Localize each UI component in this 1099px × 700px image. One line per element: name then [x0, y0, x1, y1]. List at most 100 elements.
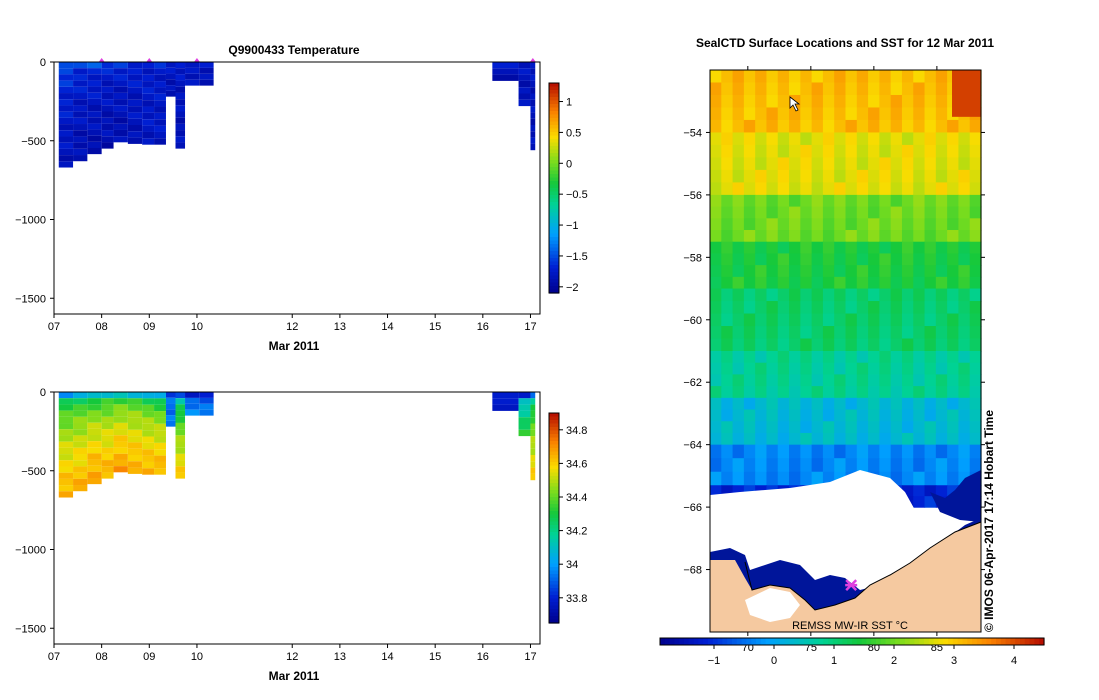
- section-cell: [530, 398, 536, 405]
- sst-cell: [879, 82, 892, 96]
- sst-cell: [755, 397, 768, 411]
- section-cell: [165, 62, 176, 68]
- sst-colorbar-segment: [828, 638, 834, 645]
- sst-cell: [811, 386, 824, 399]
- sst-cell: [732, 206, 745, 219]
- sst-cell: [856, 409, 869, 422]
- sst-cell: [845, 70, 858, 84]
- sst-cell: [868, 458, 880, 473]
- section-cell: [87, 404, 102, 411]
- sst-cell: [958, 276, 971, 290]
- sst-cell: [969, 444, 982, 459]
- sst-cell: [800, 471, 813, 486]
- section-cell: [87, 471, 102, 478]
- sst-cell: [969, 313, 982, 327]
- sst-cell: [777, 374, 790, 387]
- section-cell: [142, 125, 155, 132]
- sst-cell: [856, 338, 869, 352]
- sst-cell: [834, 444, 847, 459]
- sst-cell: [935, 230, 948, 243]
- section-cell: [185, 79, 200, 86]
- sst-cell: [879, 288, 892, 302]
- sst-cell: [879, 313, 892, 327]
- sst-cell: [901, 458, 914, 473]
- sst-cell: [901, 206, 914, 219]
- sst-cell: [789, 326, 801, 340]
- sst-cell: [913, 276, 926, 290]
- sst-cell: [868, 206, 880, 219]
- sst-cell: [958, 132, 971, 146]
- section-cell: [58, 74, 74, 81]
- sst-cell: [845, 362, 858, 376]
- colorbar-segment: [549, 462, 559, 467]
- sst-cell: [743, 374, 756, 387]
- sst-cell: [845, 206, 858, 219]
- section-cell: [175, 453, 186, 461]
- colorbar-segment: [549, 170, 559, 175]
- sst-cell: [935, 182, 948, 196]
- section-cell: [199, 62, 214, 68]
- sst-cell: [732, 444, 745, 459]
- sst-cell: [913, 496, 926, 508]
- profile-marker: [146, 58, 153, 62]
- section-cell: [142, 417, 155, 424]
- colorbar-tick-label: 34.8: [566, 425, 587, 437]
- sst-colorbar-segment: [856, 638, 863, 645]
- sst-cell: [845, 157, 858, 171]
- section-cell: [530, 455, 536, 462]
- sst-cell: [766, 70, 779, 84]
- section-cell: [175, 416, 186, 423]
- sst-cell: [935, 253, 948, 266]
- sst-cell: [935, 338, 948, 352]
- colorbar-tick-label: 0.5: [566, 127, 581, 139]
- sst-cell: [958, 182, 971, 196]
- sst-colorbar-segment: [823, 638, 829, 645]
- sst-colorbar-segment: [813, 638, 819, 645]
- sst-cell: [924, 182, 937, 196]
- section-cell: [73, 68, 88, 75]
- sst-cell: [822, 458, 835, 473]
- sst-colorbar: −1 0 1 2 3 4: [659, 637, 1045, 667]
- section-cell: [73, 460, 88, 467]
- section-cell: [142, 119, 155, 126]
- section-cell: [199, 73, 214, 80]
- sst-cell: [777, 421, 790, 434]
- sst-cell: [856, 206, 869, 219]
- sst-cell: [924, 94, 937, 109]
- section-cell: [199, 79, 214, 86]
- section-cell: [58, 105, 74, 112]
- sst-cell: [856, 288, 869, 302]
- sst-colorbar-segment: [1010, 638, 1016, 645]
- colorbar-segment: [549, 100, 559, 105]
- sst-cell: [856, 230, 869, 243]
- sst-colorbar-segment: [770, 638, 776, 645]
- colorbar-segment: [549, 619, 559, 624]
- sst-colorbar-segment: [732, 638, 738, 645]
- sst-cell: [811, 351, 824, 364]
- sst-cell: [766, 409, 779, 422]
- section-cell: [127, 436, 143, 443]
- section-cell: [113, 92, 128, 100]
- colorbar-segment: [549, 125, 559, 130]
- lat-tick-label: −58: [683, 252, 702, 264]
- section-cell: [530, 118, 536, 125]
- colorbar-frame: [548, 82, 560, 294]
- sst-cell: [834, 182, 847, 196]
- sst-cell: [879, 107, 892, 121]
- sst-cell: [822, 157, 835, 171]
- sst-cell: [800, 421, 813, 434]
- sst-cell: [890, 444, 903, 459]
- sst-cell: [766, 301, 779, 315]
- colorbar-segment: [549, 420, 559, 425]
- sst-cell: [743, 288, 756, 302]
- sst-cell: [924, 496, 937, 508]
- sst-cell: [811, 326, 824, 340]
- sst-cell: [845, 421, 858, 434]
- sst-cell: [924, 485, 937, 497]
- sst-colorbar-tick-label: 4: [1011, 655, 1017, 667]
- sst-cell: [755, 301, 768, 315]
- colorbar-tick-label: −1: [566, 220, 579, 232]
- sst-colorbar-segment: [847, 638, 853, 645]
- x-tick-label: 14: [381, 321, 393, 333]
- sst-cell: [845, 326, 858, 340]
